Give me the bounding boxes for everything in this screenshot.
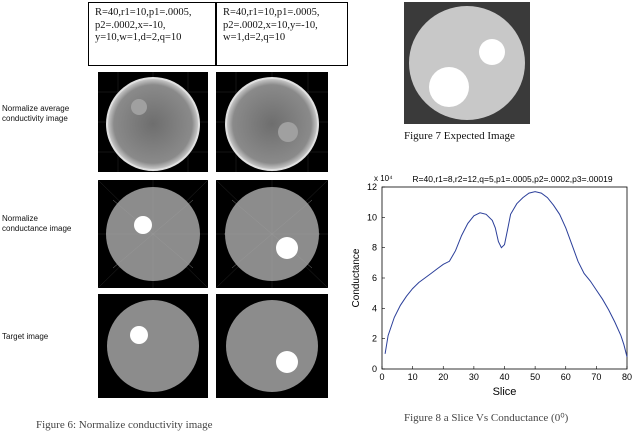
- avg-conductivity-image-left: [98, 72, 208, 172]
- row-label-conductance: Normalize conductance image: [2, 214, 72, 233]
- caption-figure-7: Figure 7 Expected Image: [404, 130, 515, 142]
- y-tick-label: 12: [367, 182, 377, 192]
- y-multiplier: x 10⁴: [374, 174, 393, 183]
- x-tick-label: 80: [622, 372, 632, 382]
- y-tick-label: 2: [372, 334, 377, 344]
- y-axis-label: Conductance: [351, 248, 362, 307]
- x-axis-label: Slice: [493, 386, 517, 398]
- caption-figure-8: Figure 8 a Slice Vs Conductance (0⁰): [404, 412, 569, 424]
- y-tick-label: 4: [372, 303, 377, 313]
- chart-title: R=40,r1=8,r2=12,q=5,p1=.0005,p2=.0002,p3…: [412, 174, 612, 184]
- target-image-left: [98, 294, 208, 398]
- y-tick-label: 0: [372, 364, 377, 374]
- x-tick-label: 50: [530, 372, 540, 382]
- params-box-right: R=40,r1=10,p1=.0005, p2=.0002,x=10,y=-10…: [216, 2, 348, 66]
- slice-conductance-chart: 0 10 20 30 40 50 60 70 80 0 2 4 6 8 10 12x 10⁴ R=40,r1=8…: [351, 174, 632, 398]
- conductance-image-right: [216, 180, 328, 288]
- x-tick-label: 60: [561, 372, 571, 382]
- expected-image: [404, 2, 530, 124]
- y-tick-label: 6: [372, 273, 377, 283]
- x-tick-label: 30: [469, 372, 479, 382]
- params-box-left: R=40,r1=10,p1=.0005, p2=.0002,x=-10, y=1…: [88, 2, 216, 66]
- row-label-avg-conductivity: Normalize average conductivity image: [2, 104, 70, 123]
- conductance-image-left: [98, 180, 208, 288]
- series-line: [384, 191, 628, 358]
- y-tick-label: 10: [367, 212, 377, 222]
- caption-figure-6: Figure 6: Normalize conductivity image: [36, 419, 213, 431]
- avg-conductivity-image-right: [216, 72, 328, 172]
- x-tick-label: 20: [438, 372, 448, 382]
- target-image-right: [216, 294, 328, 398]
- x-tick-label: 70: [591, 372, 601, 382]
- x-tick-label: 40: [499, 372, 509, 382]
- x-tick-label: 10: [408, 372, 418, 382]
- plot-frame: [381, 186, 628, 370]
- y-tick-label: 8: [372, 243, 377, 253]
- row-label-target: Target image: [2, 332, 49, 341]
- x-tick-label: 0: [379, 372, 384, 382]
